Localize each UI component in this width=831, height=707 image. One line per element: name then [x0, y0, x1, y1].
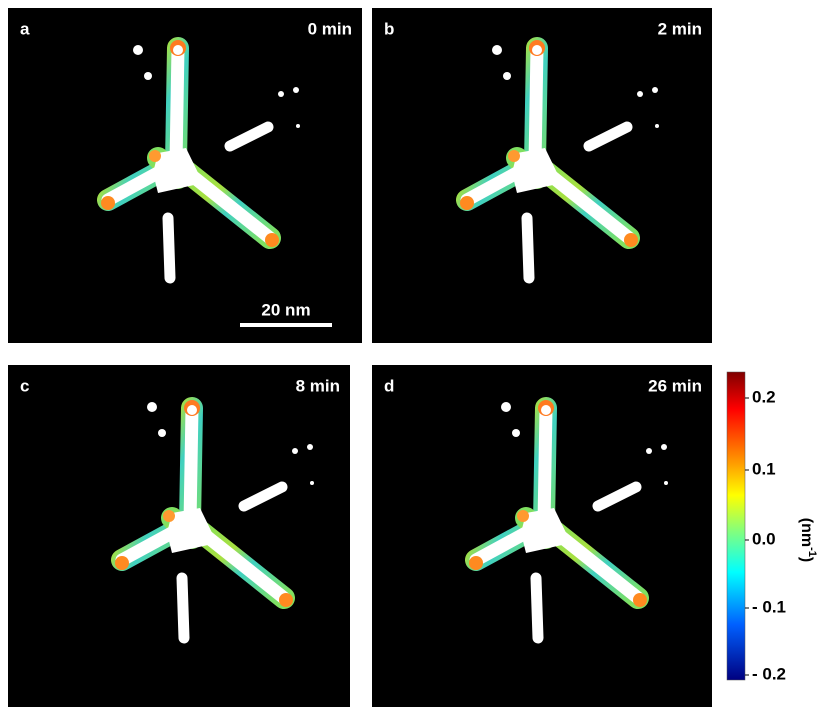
colorbar-ticks: 0.2 0.1 0.0 - 0.1 - 0.2: [745, 387, 786, 683]
panel-time: 2 min: [658, 19, 702, 38]
particle: [652, 87, 658, 93]
particle: [492, 45, 502, 55]
particle: [133, 45, 143, 55]
particle: [310, 481, 314, 485]
particle: [144, 72, 152, 80]
panel: d 26 min: [372, 365, 712, 707]
scale-bar-label: 20 nm: [261, 300, 310, 319]
particle: [158, 429, 166, 437]
particle: [147, 402, 157, 412]
colorbar-tick-label: - 0.1: [752, 597, 786, 616]
panel-label: c: [20, 376, 29, 395]
particle: [293, 87, 299, 93]
panels: a 0 min b 2 min c 8 min d 26 min: [8, 8, 712, 707]
particle: [307, 444, 313, 450]
panel-time: 26 min: [648, 376, 702, 395]
panel: a 0 min: [8, 8, 362, 343]
colorbar-tick-label: 0.1: [752, 459, 776, 478]
particle: [278, 91, 284, 97]
colorbar-tick-label: 0.0: [752, 529, 776, 548]
unit-close: ): [798, 557, 815, 562]
particle: [655, 124, 659, 128]
colorbar-tick-label: - 0.2: [752, 664, 786, 683]
unit-sup: -1: [806, 547, 818, 557]
panel-label: b: [384, 19, 394, 38]
unit-open: (nm: [798, 518, 815, 547]
particle: [637, 91, 643, 97]
panel-time: 0 min: [308, 19, 352, 38]
panel: b 2 min: [372, 8, 712, 343]
particle: [296, 124, 300, 128]
particle: [501, 402, 511, 412]
figure: a0 minb2 minc8 mind26 min 20 nm 0.20.10.…: [0, 0, 831, 707]
panel-time: 8 min: [296, 376, 340, 395]
particle: [503, 72, 511, 80]
particle: [292, 448, 298, 454]
panel-label: d: [384, 376, 394, 395]
particle: [512, 429, 520, 437]
colorbar-tick-label: 0.2: [752, 387, 776, 406]
particle: [646, 448, 652, 454]
particle: [664, 481, 668, 485]
colorbar: [727, 372, 745, 680]
colorbar-unit: (nm-1): [798, 518, 818, 562]
particle: [661, 444, 667, 450]
panel-label: a: [20, 19, 30, 38]
panel: c 8 min: [8, 365, 350, 707]
